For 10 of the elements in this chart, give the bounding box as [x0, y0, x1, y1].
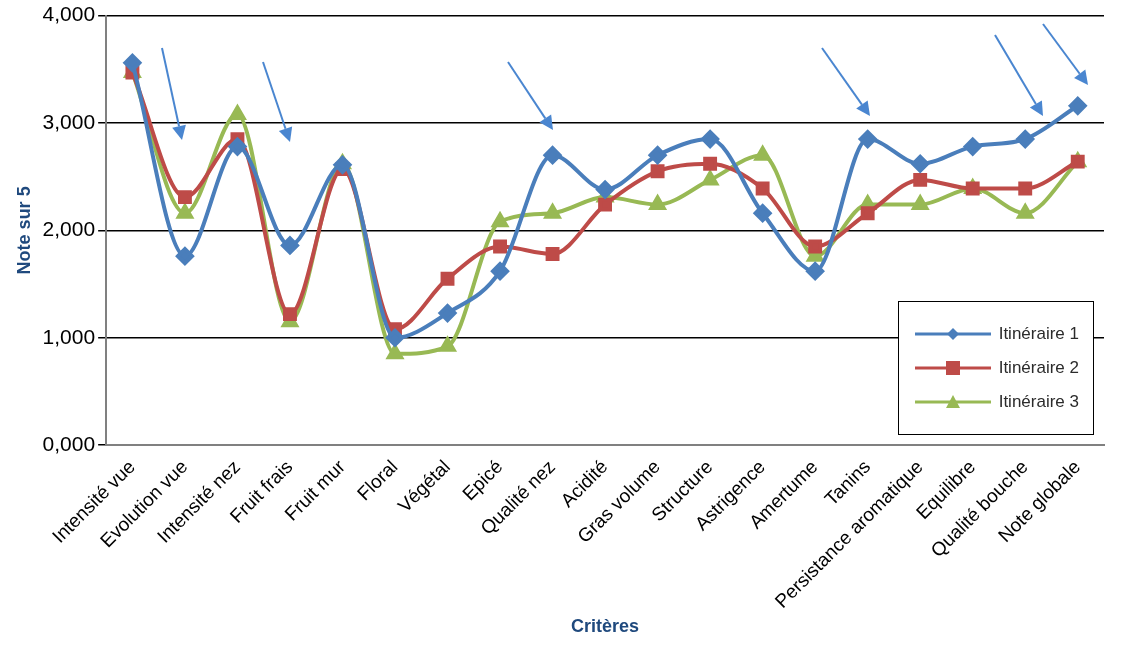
legend-label: Itinéraire 2	[998, 358, 1079, 379]
x-axis-title: Critères	[571, 616, 640, 637]
legend-label: Itinéraire 3	[998, 392, 1079, 413]
y-tick-label: 2,000	[42, 217, 96, 241]
y-tick-label: 4,000	[42, 2, 96, 26]
legend-label: Itinéraire 1	[998, 324, 1079, 345]
y-tick-label: 3,000	[42, 109, 96, 133]
y-axis-title: Note sur 5	[13, 186, 34, 275]
y-tick-label: 1,000	[42, 324, 96, 348]
y-tick-label: 0,000	[42, 431, 96, 455]
